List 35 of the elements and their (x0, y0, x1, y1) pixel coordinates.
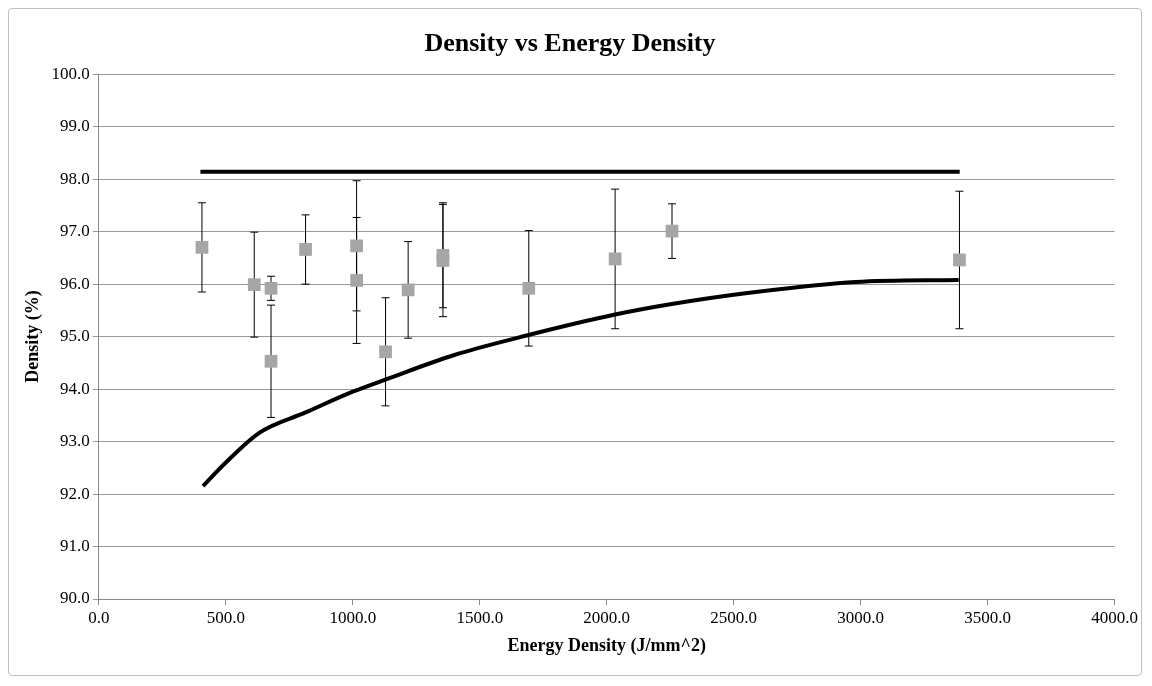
point (299, 243, 312, 256)
y-tick-label: 97.0 (60, 221, 90, 241)
point (436, 254, 450, 267)
y-tick-label: 98.0 (60, 168, 90, 188)
point (350, 274, 363, 287)
y-tick-label: 95.0 (60, 326, 90, 346)
x-tick-label: 3000.0 (837, 607, 885, 627)
x-tick-label: 0.0 (88, 607, 110, 627)
y-tick-label: 92.0 (60, 483, 90, 503)
point (379, 345, 392, 359)
x-tick-label: 1500.0 (456, 607, 504, 627)
chart-title: Density vs Energy Density (424, 28, 716, 58)
y-axis-title: Density (%) (22, 290, 44, 383)
x-tick-label: 500.0 (206, 607, 245, 627)
point (247, 278, 261, 292)
point (401, 283, 415, 297)
y-tick-label: 100.0 (51, 63, 90, 83)
y-tick-label: 93.0 (60, 431, 90, 451)
x-axis-title: Energy Density (J/mm^2) (507, 634, 706, 656)
point (953, 253, 966, 267)
point (522, 281, 536, 295)
y-tick-label: 90.0 (60, 588, 90, 608)
x-tick-label: 2000.0 (583, 607, 631, 627)
x-tick-label: 4000.0 (1091, 607, 1138, 627)
x-tick-label: 3500.0 (964, 607, 1012, 627)
y-tick-label: 96.0 (60, 273, 90, 293)
y-tick-label: 94.0 (60, 378, 90, 398)
point (350, 239, 363, 253)
point (195, 241, 209, 254)
point (264, 281, 278, 295)
point (264, 354, 278, 368)
y-tick-label: 99.0 (60, 116, 90, 136)
y-tick-label: 91.0 (60, 535, 90, 555)
x-tick-label: 2500.0 (710, 607, 758, 627)
x-tick-label: 1000.0 (329, 607, 377, 627)
